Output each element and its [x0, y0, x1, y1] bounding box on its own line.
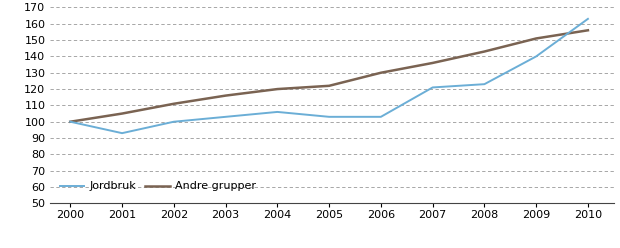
Andre grupper: [66, 120, 74, 123]
Legend: Jordbruk, Andre grupper: Jordbruk, Andre grupper: [55, 177, 260, 196]
Jordbruk: [222, 115, 229, 118]
Andre grupper: [377, 71, 384, 74]
Andre grupper: [118, 112, 126, 115]
Andre grupper: [326, 84, 333, 87]
Andre grupper: [533, 37, 540, 40]
Andre grupper: [584, 29, 591, 32]
Andre grupper: [273, 88, 281, 91]
Jordbruk: [273, 110, 281, 113]
Jordbruk: [170, 120, 177, 123]
Jordbruk: [66, 120, 74, 123]
Line: Jordbruk: Jordbruk: [70, 19, 588, 133]
Line: Andre grupper: Andre grupper: [70, 30, 588, 122]
Jordbruk: [480, 83, 488, 86]
Jordbruk: [533, 55, 540, 58]
Jordbruk: [326, 115, 333, 118]
Jordbruk: [584, 17, 591, 20]
Andre grupper: [222, 94, 229, 97]
Andre grupper: [429, 62, 436, 64]
Andre grupper: [170, 102, 177, 105]
Jordbruk: [429, 86, 436, 89]
Jordbruk: [118, 132, 126, 135]
Andre grupper: [480, 50, 488, 53]
Jordbruk: [377, 115, 384, 118]
